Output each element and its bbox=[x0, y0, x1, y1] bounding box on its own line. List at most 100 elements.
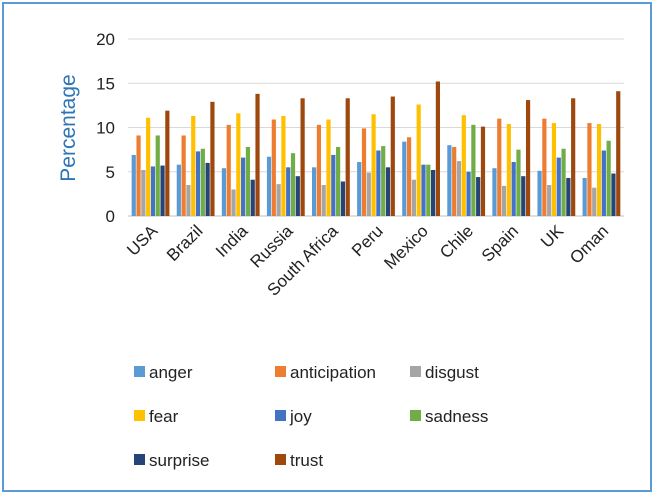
legend-label: anticipation bbox=[290, 363, 376, 382]
y-tick-label: 20 bbox=[96, 30, 115, 49]
bar bbox=[331, 154, 336, 216]
bar bbox=[266, 156, 272, 216]
bar bbox=[566, 177, 571, 216]
bar bbox=[312, 167, 317, 216]
bar bbox=[406, 137, 412, 216]
bar bbox=[316, 124, 322, 216]
bar bbox=[376, 150, 381, 216]
bar bbox=[241, 157, 246, 216]
legend-swatch bbox=[410, 410, 421, 421]
legend-swatch bbox=[275, 366, 286, 377]
bar bbox=[276, 184, 281, 216]
bar bbox=[146, 117, 151, 216]
bar bbox=[571, 98, 576, 216]
x-tick-label: Brazil bbox=[163, 221, 206, 264]
legend-swatch bbox=[134, 454, 145, 465]
bar bbox=[596, 123, 602, 216]
bar bbox=[416, 104, 421, 216]
bar bbox=[430, 169, 436, 216]
bar bbox=[461, 115, 466, 216]
bar bbox=[616, 91, 621, 216]
bar bbox=[326, 119, 331, 216]
bar bbox=[361, 128, 367, 216]
bar bbox=[537, 170, 542, 216]
bar bbox=[371, 114, 376, 216]
legend-swatch bbox=[134, 410, 145, 421]
bar bbox=[466, 171, 471, 216]
x-tick-label: Peru bbox=[348, 221, 387, 260]
bar bbox=[336, 146, 341, 216]
bar bbox=[155, 135, 160, 216]
y-tick-label: 5 bbox=[106, 163, 115, 182]
x-tick-label: Chile bbox=[436, 221, 477, 262]
bar bbox=[255, 93, 260, 216]
bar bbox=[501, 185, 507, 216]
bar bbox=[547, 185, 552, 216]
legend-label: fear bbox=[149, 407, 179, 426]
bar bbox=[357, 162, 362, 216]
bar bbox=[236, 113, 241, 216]
bar bbox=[186, 185, 191, 216]
bar bbox=[340, 181, 346, 216]
bar bbox=[160, 165, 165, 216]
bar bbox=[447, 145, 452, 216]
bar bbox=[561, 148, 566, 216]
legend-swatch bbox=[275, 454, 286, 465]
bar bbox=[281, 115, 286, 216]
legend-swatch bbox=[275, 410, 286, 421]
legend-label: disgust bbox=[425, 363, 479, 382]
bar bbox=[456, 161, 462, 216]
bar bbox=[250, 179, 255, 216]
bar bbox=[286, 167, 291, 216]
bar bbox=[176, 164, 181, 216]
x-tick-label: India bbox=[212, 221, 252, 261]
y-tick-label: 15 bbox=[96, 74, 115, 93]
legend-label: anger bbox=[149, 363, 193, 382]
bar bbox=[551, 123, 557, 216]
bar bbox=[205, 162, 210, 216]
bar bbox=[195, 151, 201, 216]
bar bbox=[136, 135, 141, 216]
bar bbox=[226, 124, 231, 216]
bar bbox=[497, 118, 502, 216]
bar bbox=[165, 110, 170, 216]
bar bbox=[421, 164, 426, 216]
bar bbox=[435, 81, 440, 216]
bar bbox=[191, 115, 196, 216]
bar bbox=[525, 100, 531, 216]
bar bbox=[606, 140, 611, 216]
bar bbox=[471, 124, 476, 216]
bar bbox=[476, 177, 481, 216]
y-tick-label: 10 bbox=[96, 119, 115, 138]
x-tick-label: UK bbox=[537, 221, 568, 252]
bar bbox=[150, 166, 156, 216]
bar bbox=[516, 149, 521, 216]
legend-label: joy bbox=[289, 407, 312, 426]
legend-swatch bbox=[410, 366, 421, 377]
x-tick-label: Spain bbox=[478, 221, 522, 265]
bar bbox=[601, 150, 606, 216]
bar bbox=[556, 157, 561, 216]
bar bbox=[390, 96, 395, 216]
bar bbox=[300, 98, 305, 216]
bar bbox=[426, 164, 431, 216]
bar bbox=[271, 119, 276, 216]
bar bbox=[587, 123, 592, 216]
x-tick-label: Mexico bbox=[380, 221, 432, 273]
bar bbox=[295, 176, 300, 216]
legend-label: surprise bbox=[149, 451, 209, 470]
x-tick-label: USA bbox=[123, 221, 162, 260]
legend-label: trust bbox=[290, 451, 323, 470]
bar bbox=[492, 168, 497, 216]
bar bbox=[592, 187, 597, 216]
bar bbox=[200, 148, 205, 216]
bar bbox=[231, 189, 236, 216]
bar bbox=[381, 146, 386, 216]
bar bbox=[290, 153, 296, 216]
legend-swatch bbox=[134, 366, 145, 377]
bar bbox=[245, 146, 251, 216]
bar bbox=[181, 135, 186, 216]
y-tick-label: 0 bbox=[106, 207, 115, 226]
bar bbox=[511, 162, 516, 216]
